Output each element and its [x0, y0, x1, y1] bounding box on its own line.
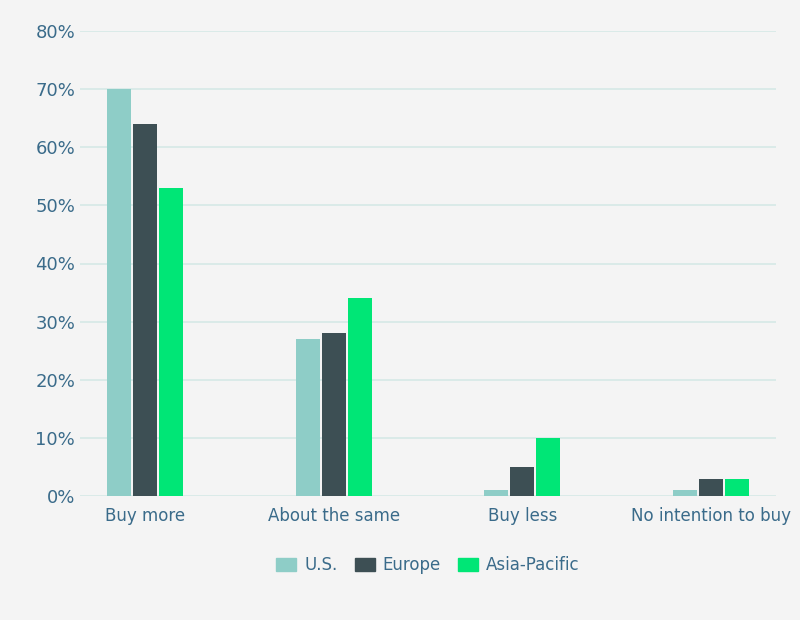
Bar [348, 298, 372, 496]
Bar [484, 490, 508, 496]
Bar [322, 334, 346, 496]
Bar [296, 339, 320, 496]
Bar [159, 188, 183, 496]
Legend: U.S., Europe, Asia-Pacific: U.S., Europe, Asia-Pacific [270, 549, 586, 581]
Bar [673, 490, 697, 496]
Bar [698, 479, 722, 496]
Bar [536, 438, 560, 496]
Bar [107, 89, 131, 496]
Bar [134, 124, 158, 496]
Bar [510, 467, 534, 496]
Bar [725, 479, 749, 496]
